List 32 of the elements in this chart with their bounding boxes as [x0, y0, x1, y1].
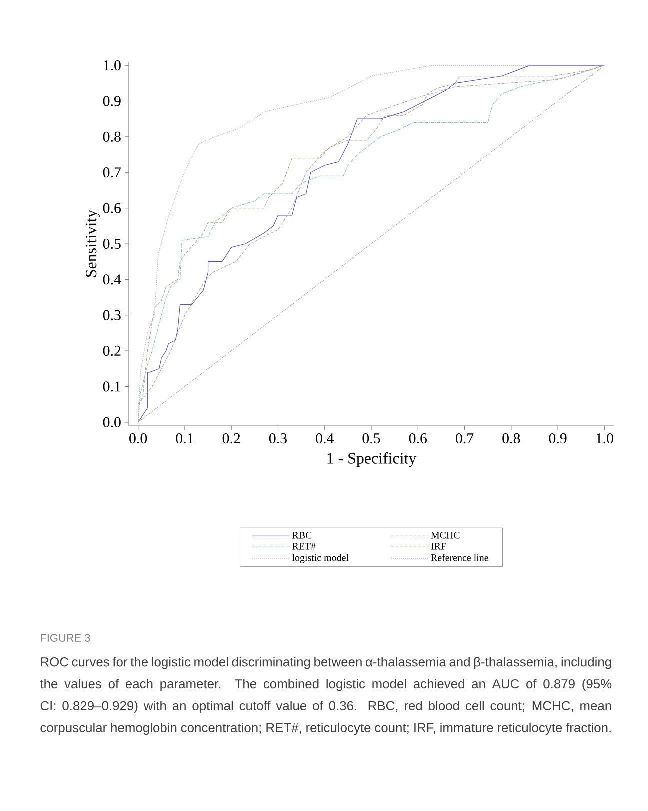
y-tick-label: 0.3 [103, 310, 121, 320]
y-tick-label: 0.1 [103, 382, 121, 392]
y-tick-label: 0.9 [103, 96, 121, 106]
y-tick-label: 1.0 [104, 60, 121, 71]
y-tick-label: 0.7 [103, 168, 122, 178]
x-tick-label: 0.3 [269, 434, 287, 444]
x-tick-label: 0.5 [362, 434, 380, 444]
text: ROC curves for the logistic model discriminating between α-thalassemia and β-thalassemia, including the values of each parameter. The combined logistic model achieved an AUC of 0.879 (95% CI: 0.829–0.929) with an optimal cutoff value of 0.36. RBC, red blood cell count; MCHC, mean corpuscular hemoglobin concentration; RET#, reticulocyte count; IRF, immature reticulocyte fraction. [40, 657, 612, 736]
legend-label: RET# [292, 543, 316, 550]
x-tick-label: 0.9 [549, 434, 567, 444]
legend-label: logistic model [292, 554, 349, 564]
x-tick-label: 1.0 [596, 434, 614, 444]
x-tick-label: 0.6 [409, 434, 428, 444]
y-tick-label: 0.4 [103, 274, 122, 285]
legend-label: Reference line [431, 554, 488, 562]
y-axis-title: Sensitivity [86, 210, 100, 278]
legend-label: RBC [292, 532, 312, 539]
y-tick-label: 0.2 [103, 346, 121, 356]
y-tick-label: 0.6 [103, 203, 122, 214]
y-tick-label: 0.5 [103, 238, 121, 250]
x-tick-label: 0.1 [176, 434, 194, 444]
x-axis-title: 1 - Specificity [328, 452, 417, 468]
legend-label: MCHC [431, 532, 460, 539]
x-tick-label: 0.0 [130, 434, 148, 444]
x-tick-label: 0.4 [316, 434, 334, 444]
legend-label: IRF [431, 543, 446, 550]
y-tick-label: 0.0 [103, 417, 121, 428]
y-tick-label: 0.8 [103, 132, 121, 142]
x-tick-label: 0.7 [456, 434, 474, 444]
x-tick-label: 0.2 [222, 434, 240, 444]
caption: FIGURE 3 [41, 634, 90, 642]
x-tick-label: 0.8 [502, 434, 520, 444]
